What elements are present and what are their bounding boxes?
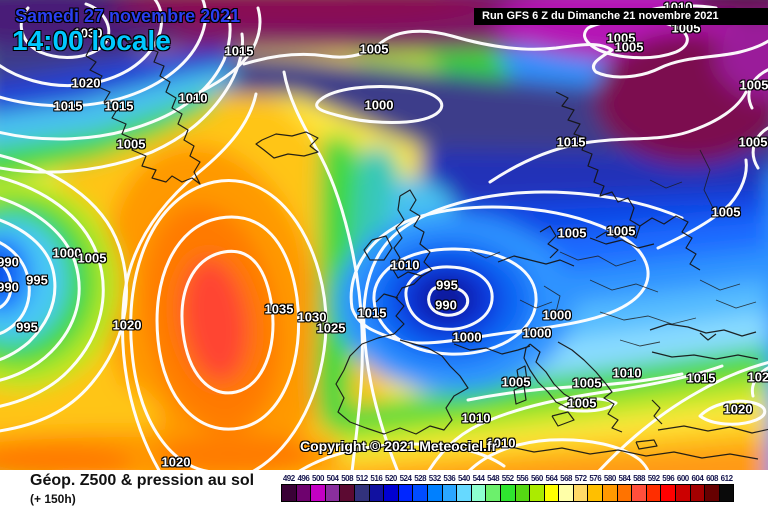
colorscale-cell: 612	[718, 474, 735, 502]
pressure-label: 1010	[461, 410, 491, 426]
colorscale-cell: 508	[339, 474, 355, 502]
colorscale-cell: 520	[383, 474, 399, 502]
pressure-label: 1000	[364, 97, 394, 113]
pressure-label: 1030	[73, 25, 103, 41]
pressure-label: 995	[16, 319, 38, 335]
pressure-label: 1000	[542, 307, 572, 323]
model-run-info: Run GFS 6 Z du Dimanche 21 novembre 2021	[474, 8, 768, 25]
colorscale-cell: 600	[675, 474, 691, 502]
pressure-label: 1020	[723, 401, 753, 417]
pressure-label: 1005	[614, 39, 644, 55]
pressure-label: 1005	[572, 375, 602, 391]
colorscale: 492 496 500 504 508 512 516 520 524 528 532 536 540 5…	[281, 474, 735, 502]
pressure-label: 1015	[53, 98, 83, 114]
pressure-label: 1010	[178, 90, 208, 106]
map-canvas: 1030101510201010101510151005100510001010…	[0, 0, 768, 470]
pressure-label: 1005	[359, 41, 389, 57]
colorscale-cell: 544	[470, 474, 487, 502]
pressure-label: 1005	[557, 225, 587, 241]
colorscale-cell: 568	[558, 474, 574, 502]
colorscale-cell: 608	[704, 474, 720, 502]
pressure-label: 1015	[224, 43, 254, 59]
colorscale-cell: 512	[353, 474, 370, 502]
pressure-label: 1005	[501, 374, 531, 390]
forecast-hour: (+ 150h)	[30, 492, 76, 506]
colorscale-cell: 604	[689, 474, 706, 502]
colorscale-cell: 504	[324, 474, 341, 502]
forecast-date: Samedi 27 novembre 2021	[15, 6, 241, 26]
pressure-label: 1000	[452, 329, 482, 345]
pressure-label: 1005	[711, 204, 741, 220]
colorscale-cell: 528	[412, 474, 428, 502]
pressure-label: 1005	[116, 136, 146, 152]
pressure-label: 1000	[52, 245, 82, 261]
legend-title: Géop. Z500 & pression au sol	[30, 472, 255, 489]
geopotential-field	[0, 0, 768, 470]
colorscale-cell: 560	[529, 474, 545, 502]
colorscale-cell: 564	[543, 474, 560, 502]
colorscale-cell: 576	[587, 474, 604, 502]
pressure-label: 1020	[747, 369, 768, 385]
pressure-label: 1005	[739, 77, 768, 93]
pressure-label: 1035	[264, 301, 294, 317]
colorscale-cell: 552	[499, 474, 516, 502]
colorscale-cell: 536	[441, 474, 458, 502]
forecast-time: 14:00 locale	[12, 25, 171, 56]
pressure-label: 1015	[556, 134, 586, 150]
colorscale-cell: 540	[456, 474, 472, 502]
pressure-label: 1010	[390, 257, 420, 273]
pressure-label: 1010	[486, 435, 516, 451]
pressure-label: 1015	[104, 98, 134, 114]
pressure-label: 995	[436, 277, 458, 293]
colorscale-cell: 500	[310, 474, 326, 502]
pressure-label: 1015	[686, 370, 716, 386]
legend-footer: Géop. Z500 & pression au sol (+ 150h) 49…	[0, 470, 768, 512]
colorscale-cell: 496	[295, 474, 312, 502]
pressure-label: 1020	[71, 75, 101, 91]
pressure-labels: 1030101510201010101510151005100510001010…	[0, 0, 768, 470]
pressure-label: 990	[435, 297, 457, 313]
pressure-label: 1015	[357, 305, 387, 321]
pressure-label: 990	[0, 279, 19, 295]
pressure-label: 1005	[567, 395, 597, 411]
pressure-label: 1030	[297, 309, 327, 325]
pressure-label: 990	[0, 254, 19, 270]
pressure-label: 1000	[522, 325, 552, 341]
pressure-label: 995	[26, 272, 48, 288]
pressure-label: 1020	[161, 454, 191, 470]
colorscale-cell: 556	[514, 474, 531, 502]
colorscale-cell: 516	[368, 474, 385, 502]
pressure-label: 1005	[738, 134, 768, 150]
pressure-label: 1005	[606, 30, 636, 46]
colorscale-cell: 588	[631, 474, 647, 502]
colorscale-cell: 596	[660, 474, 677, 502]
pressure-label: 1025	[316, 320, 346, 336]
colorscale-cell: 592	[645, 474, 662, 502]
pressure-label: 1010	[612, 365, 642, 381]
colorscale-cell: 524	[397, 474, 414, 502]
pressure-label: 1020	[112, 317, 142, 333]
colorscale-cell: 572	[572, 474, 589, 502]
pressure-label: 1005	[606, 223, 636, 239]
colorscale-cell: 584	[616, 474, 633, 502]
colorscale-cell: 492	[281, 474, 297, 502]
colorscale-cell: 580	[602, 474, 618, 502]
colorscale-cell: 532	[426, 474, 443, 502]
colorscale-cell: 548	[485, 474, 501, 502]
copyright-notice: Copyright © 2021 Meteociel.fr	[300, 438, 498, 454]
pressure-label: 1005	[77, 250, 107, 266]
